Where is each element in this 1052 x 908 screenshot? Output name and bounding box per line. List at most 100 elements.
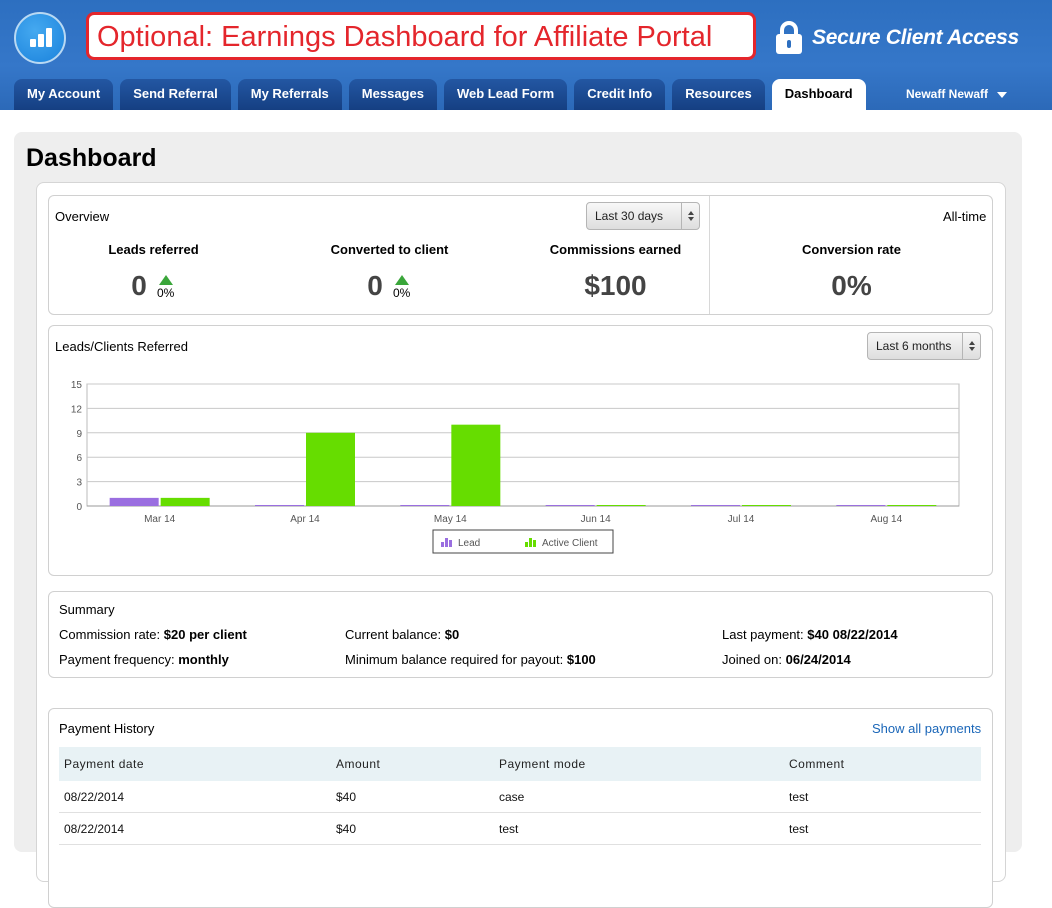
lock-icon <box>776 21 802 55</box>
payment-frequency: Payment frequency: monthly <box>59 652 229 667</box>
bar-active-client <box>887 505 937 506</box>
table-header: Payment date Amount Payment mode Comment <box>59 747 981 781</box>
table-row: 08/22/2014 $40 case test <box>59 781 981 813</box>
bar-lead <box>545 505 595 506</box>
payment-mode: test <box>499 822 519 836</box>
column-header[interactable]: Amount <box>336 757 381 771</box>
chevron-down-icon <box>997 92 1008 98</box>
y-tick-label: 0 <box>76 502 82 513</box>
y-tick-label: 15 <box>71 380 83 391</box>
user-name: Newaff Newaff <box>906 87 989 101</box>
chart-period-value: Last 6 months <box>876 339 952 353</box>
column-header[interactable]: Comment <box>789 757 845 771</box>
page-caption: Optional: Earnings Dashboard for Affilia… <box>86 12 756 60</box>
select-arrows-icon <box>681 203 699 229</box>
table-row: 08/22/2014 $40 test test <box>59 813 981 845</box>
legend-swatch-icon <box>529 538 532 547</box>
legend <box>432 529 614 554</box>
commissions-label: Commissions earned <box>549 242 682 257</box>
legend-label: Lead <box>458 538 480 549</box>
conversion-rate-value: 0% <box>831 270 872 301</box>
legend-swatch-icon <box>445 538 448 547</box>
tab-my-referrals[interactable]: My Referrals <box>237 79 342 110</box>
converted-change: 0% <box>393 286 411 300</box>
leads-referred-value: 0 <box>131 270 147 301</box>
column-header[interactable]: Payment mode <box>499 757 586 771</box>
bar-active-client <box>742 505 791 506</box>
y-tick-label: 12 <box>71 404 83 415</box>
legend-swatch-icon <box>533 540 536 547</box>
secure-client-access: Secure Client Access <box>776 18 1019 58</box>
overview-period-select[interactable]: Last 30 days <box>586 202 700 230</box>
column-header[interactable]: Payment date <box>64 757 145 771</box>
summary-title: Summary <box>59 602 115 617</box>
leads-referred-change: 0% <box>157 286 175 300</box>
divider <box>709 196 710 314</box>
tab-web-lead-form[interactable]: Web Lead Form <box>443 79 568 110</box>
summary-card: Summary Commission rate: $20 per client … <box>48 591 993 678</box>
tab-my-account[interactable]: My Account <box>14 79 114 110</box>
commissions-value: $100 <box>584 270 647 301</box>
secure-label: Secure Client Access <box>812 26 1019 49</box>
joined-on: Joined on: 06/24/2014 <box>722 652 851 667</box>
show-all-payments-link[interactable]: Show all payments <box>872 721 982 736</box>
up-arrow-icon <box>395 275 409 285</box>
chart-card: Leads/Clients Referred Last 6 months 0 3 6… <box>48 325 993 576</box>
overview-label: Overview <box>55 209 110 224</box>
bar-lead <box>255 505 304 506</box>
x-tick-label: Mar 14 <box>144 514 176 525</box>
min-balance: Minimum balance required for payout: $10… <box>345 652 596 667</box>
payment-date: 08/22/2014 <box>64 822 125 836</box>
current-balance: Current balance: $0 <box>345 627 460 642</box>
page-title: Dashboard <box>26 144 157 172</box>
legend-swatch-icon <box>449 540 452 547</box>
bar-active-client <box>596 505 646 506</box>
converted-label: Converted to client <box>330 242 449 257</box>
main-panel: Dashboard Overview Last 30 days All-time… <box>14 132 1022 908</box>
conversion-rate-label: Conversion rate <box>802 242 901 257</box>
x-tick-label: Jul 14 <box>728 514 755 525</box>
y-tick-label: 3 <box>76 478 82 489</box>
payment-date: 08/22/2014 <box>64 790 125 804</box>
bar-chart-logo-icon <box>14 12 66 64</box>
payment-mode: case <box>499 790 525 804</box>
bar-active-client <box>451 424 501 506</box>
alltime-label: All-time <box>943 209 987 224</box>
legend-swatch-icon <box>441 542 444 547</box>
plot-area <box>86 383 960 507</box>
user-menu[interactable]: Newaff Newaff <box>906 87 1008 101</box>
main-nav: My Account Send Referral My Referrals Me… <box>14 79 873 110</box>
payment-amount: $40 <box>336 790 357 804</box>
leads-referred-label: Leads referred <box>108 242 199 257</box>
payment-amount: $40 <box>336 822 357 836</box>
tab-resources[interactable]: Resources <box>672 79 765 110</box>
payment-comment: test <box>789 822 809 836</box>
overview-card: Overview Last 30 days All-time Leads ref… <box>48 195 993 315</box>
bar-lead <box>400 505 450 506</box>
bar-active-client <box>160 497 210 506</box>
bar-lead <box>836 505 886 506</box>
app-header: Optional: Earnings Dashboard for Affilia… <box>0 0 1052 110</box>
overview-period-value: Last 30 days <box>595 209 664 223</box>
y-tick-label: 9 <box>76 429 82 440</box>
legend-label: Active Client <box>542 538 598 549</box>
y-tick-label: 6 <box>76 453 82 464</box>
x-tick-label: Jun 14 <box>581 514 611 525</box>
tab-credit-info[interactable]: Credit Info <box>574 79 666 110</box>
tab-dashboard[interactable]: Dashboard <box>771 79 866 110</box>
tab-send-referral[interactable]: Send Referral <box>120 79 231 110</box>
chart-label: Leads/Clients Referred <box>55 339 188 354</box>
bar-lead <box>691 505 740 506</box>
legend-swatch-icon <box>525 542 528 547</box>
converted-value: 0 <box>367 270 383 301</box>
select-arrows-icon <box>962 333 980 359</box>
payment-history-title: Payment History <box>59 721 155 736</box>
tab-messages[interactable]: Messages <box>348 79 437 110</box>
chart-period-select[interactable]: Last 6 months <box>867 332 981 360</box>
x-tick-label: Apr 14 <box>290 514 320 525</box>
bar-active-client <box>306 432 355 506</box>
bar-lead <box>109 497 159 506</box>
x-tick-label: Aug 14 <box>870 514 902 525</box>
up-arrow-icon <box>159 275 173 285</box>
commission-rate: Commission rate: $20 per client <box>59 627 247 642</box>
